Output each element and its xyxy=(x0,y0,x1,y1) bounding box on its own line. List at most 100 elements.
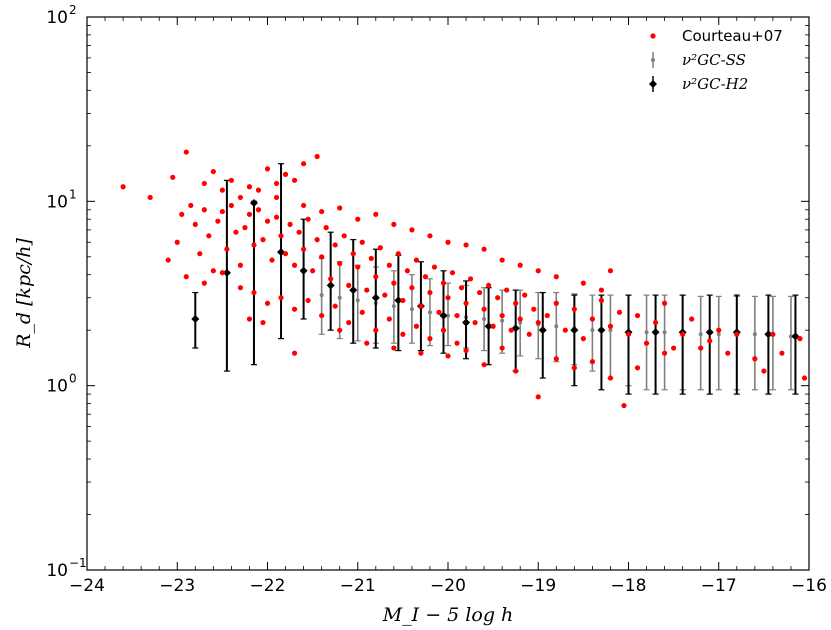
courteau07-point xyxy=(237,194,244,201)
courteau07-point xyxy=(282,171,289,177)
courteau07-point xyxy=(689,316,695,322)
courteau07-point xyxy=(228,202,234,209)
courteau07-point xyxy=(445,295,451,301)
courteau07-point xyxy=(535,319,541,326)
courteau07-point xyxy=(201,180,207,187)
nu2gc-h2-point xyxy=(222,268,231,277)
courteau07-point xyxy=(504,287,510,293)
courteau07-point xyxy=(273,194,280,201)
courteau07-point xyxy=(400,297,406,304)
x-tick-label: −16 xyxy=(791,576,827,596)
courteau07-point xyxy=(535,394,541,400)
courteau07-point xyxy=(517,316,523,322)
courteau07-point xyxy=(418,350,424,356)
y-tick-label-exponent: −1 xyxy=(69,556,87,570)
nu2gc-h2-point xyxy=(462,318,471,327)
courteau07-point xyxy=(427,289,433,296)
y-tick-label-base: 10 xyxy=(46,8,68,28)
courteau07-point xyxy=(301,246,307,252)
courteau07-point xyxy=(607,268,614,274)
nu2gc-ss-point xyxy=(788,334,793,339)
nu2gc-ss-point xyxy=(518,320,523,325)
courteau07-point xyxy=(571,365,577,371)
courteau07-point xyxy=(445,353,451,359)
courteau07-point xyxy=(219,187,225,193)
courteau07-point xyxy=(481,306,487,312)
courteau07-point xyxy=(273,180,280,187)
courteau07-point xyxy=(391,221,397,227)
nu2gc-ss-point xyxy=(482,316,487,321)
courteau07-point xyxy=(413,257,420,263)
courteau07-point xyxy=(391,345,397,351)
nu2gc-h2-point xyxy=(349,286,358,295)
courteau07-point xyxy=(301,161,307,167)
courteau07-point xyxy=(476,289,483,296)
x-tick-label: −19 xyxy=(520,576,556,596)
courteau07-point xyxy=(607,375,614,381)
nu2gc-ss-point xyxy=(446,313,450,318)
nu2gc-h2-point xyxy=(764,330,773,339)
courteau07-point xyxy=(305,216,311,222)
courteau07-point xyxy=(761,368,767,374)
courteau07-point xyxy=(264,300,271,306)
courteau07-point xyxy=(427,336,433,342)
courteau07-point xyxy=(440,280,447,286)
nu2gc-h2-point xyxy=(597,326,606,335)
courteau07-point xyxy=(310,268,316,274)
y-axis-label: R_d [kpc/h] xyxy=(13,238,35,349)
courteau07-point xyxy=(571,306,577,312)
courteau07-point xyxy=(282,251,289,257)
y-tick-label: 10 xyxy=(46,561,68,581)
courteau07-point xyxy=(662,350,668,356)
courteau07-point xyxy=(255,187,262,193)
courteau07-point xyxy=(319,312,325,319)
courteau07-point xyxy=(341,233,347,239)
courteau07-point xyxy=(580,280,586,286)
courteau07-point xyxy=(377,245,383,251)
courteau07-point xyxy=(481,362,487,368)
courteau07-point xyxy=(251,242,257,248)
courteau07-point xyxy=(147,194,153,201)
nu2gc-ss-point xyxy=(608,328,613,333)
courteau07-point xyxy=(382,292,388,298)
courteau07-point xyxy=(264,166,271,172)
nu2gc-ss-point xyxy=(391,304,396,309)
courteau07-point xyxy=(314,153,320,160)
courteau07-point xyxy=(246,316,253,322)
courteau07-point xyxy=(634,365,641,371)
courteau07-point xyxy=(463,300,469,306)
courteau07-point xyxy=(210,168,216,175)
courteau07-point xyxy=(508,327,514,333)
courteau07-point xyxy=(662,300,668,306)
courteau07-point xyxy=(355,264,361,270)
series-courteau07 xyxy=(120,149,808,409)
courteau07-point xyxy=(219,270,225,276)
courteau07-point xyxy=(625,331,632,337)
x-tick-label: −18 xyxy=(611,576,647,596)
courteau07-point xyxy=(287,221,293,227)
courteau07-point xyxy=(197,251,203,257)
courteau07-point xyxy=(413,323,420,329)
nu2gc-ss-point xyxy=(319,293,324,298)
courteau07-point xyxy=(535,268,541,274)
courteau07-point xyxy=(598,287,605,293)
legend-label-courteau07: Courteau+07 xyxy=(682,27,783,45)
courteau07-point xyxy=(463,242,469,248)
courteau07-point xyxy=(291,306,298,312)
nu2gc-h2-point xyxy=(191,314,200,323)
courteau07-point xyxy=(486,282,492,288)
nu2gc-h2-point xyxy=(570,326,579,335)
nu2gc-ss-point xyxy=(644,330,649,335)
courteau07-point xyxy=(242,225,248,231)
courteau07-point xyxy=(449,270,456,276)
courteau07-point xyxy=(580,336,586,342)
x-tick-labels: −24 −23 −22 −21 −20 −19 −18 −17 −16 xyxy=(69,576,827,596)
courteau07-point xyxy=(210,268,216,274)
courteau07-point xyxy=(165,257,171,263)
courteau07-point xyxy=(553,356,559,362)
courteau07-point xyxy=(725,350,731,356)
courteau07-point xyxy=(454,340,460,346)
nu2gc-h2-point xyxy=(249,198,258,207)
x-tick-label: −23 xyxy=(159,576,195,596)
